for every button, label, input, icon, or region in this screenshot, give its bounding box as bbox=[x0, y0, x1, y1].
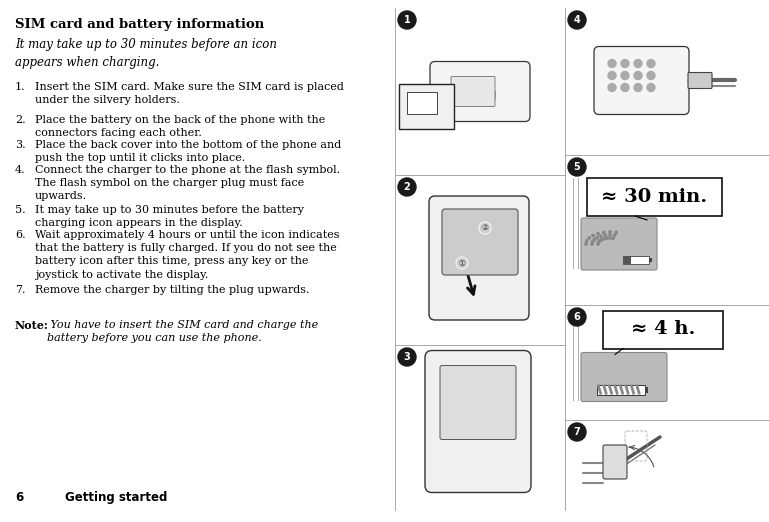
Circle shape bbox=[586, 240, 588, 242]
Text: SonyEricsson: SonyEricsson bbox=[459, 400, 491, 405]
Text: 2.: 2. bbox=[15, 115, 25, 125]
Circle shape bbox=[568, 308, 586, 326]
Circle shape bbox=[398, 11, 416, 29]
Text: Note:: Note: bbox=[15, 320, 49, 331]
Circle shape bbox=[647, 72, 655, 79]
Circle shape bbox=[600, 235, 602, 238]
Text: 2: 2 bbox=[404, 182, 411, 192]
FancyBboxPatch shape bbox=[688, 73, 712, 89]
FancyBboxPatch shape bbox=[603, 311, 723, 349]
Text: 1: 1 bbox=[404, 15, 411, 25]
Circle shape bbox=[591, 241, 594, 243]
Circle shape bbox=[621, 84, 629, 91]
Circle shape bbox=[608, 72, 616, 79]
FancyBboxPatch shape bbox=[594, 46, 689, 114]
Circle shape bbox=[591, 243, 593, 245]
Circle shape bbox=[603, 238, 605, 240]
Circle shape bbox=[608, 84, 616, 91]
Circle shape bbox=[598, 241, 600, 244]
Text: 4: 4 bbox=[574, 15, 581, 25]
Text: ①: ① bbox=[458, 258, 465, 267]
Circle shape bbox=[596, 236, 598, 239]
Circle shape bbox=[597, 243, 599, 245]
Circle shape bbox=[604, 234, 607, 236]
Text: Remove the charger by tilting the plug upwards.: Remove the charger by tilting the plug u… bbox=[35, 285, 309, 295]
Circle shape bbox=[597, 232, 599, 235]
FancyBboxPatch shape bbox=[451, 77, 495, 106]
Text: Wait approximately 4 hours or until the icon indicates
that the battery is fully: Wait approximately 4 hours or until the … bbox=[35, 230, 339, 280]
Circle shape bbox=[621, 72, 629, 79]
Text: 7: 7 bbox=[574, 427, 581, 437]
Circle shape bbox=[603, 231, 605, 234]
Text: ②: ② bbox=[445, 373, 451, 378]
FancyBboxPatch shape bbox=[407, 91, 437, 113]
Text: It may take up to 30 minutes before the battery
charging icon appears in the dis: It may take up to 30 minutes before the … bbox=[35, 205, 304, 228]
FancyBboxPatch shape bbox=[399, 84, 454, 128]
FancyBboxPatch shape bbox=[581, 218, 657, 270]
Circle shape bbox=[609, 234, 611, 236]
Text: Place the back cover into the bottom of the phone and
push the top until it clic: Place the back cover into the bottom of … bbox=[35, 140, 341, 163]
FancyBboxPatch shape bbox=[581, 352, 667, 401]
FancyBboxPatch shape bbox=[649, 258, 652, 262]
Circle shape bbox=[568, 158, 586, 176]
Text: Insert the SIM card. Make sure the SIM card is placed
under the silvery holders.: Insert the SIM card. Make sure the SIM c… bbox=[35, 82, 344, 105]
Text: 1.: 1. bbox=[15, 82, 25, 92]
Circle shape bbox=[568, 423, 586, 441]
FancyBboxPatch shape bbox=[442, 209, 518, 275]
Text: SIM: SIM bbox=[414, 96, 430, 109]
Circle shape bbox=[598, 240, 601, 242]
Text: 6.: 6. bbox=[15, 230, 25, 240]
Text: Place the battery on the back of the phone with the
connectors facing each other: Place the battery on the back of the pho… bbox=[35, 115, 325, 138]
Text: Getting started: Getting started bbox=[65, 491, 168, 504]
Circle shape bbox=[609, 231, 611, 233]
FancyBboxPatch shape bbox=[645, 386, 648, 393]
Circle shape bbox=[609, 237, 611, 239]
FancyBboxPatch shape bbox=[623, 256, 631, 264]
Circle shape bbox=[606, 237, 608, 240]
Circle shape bbox=[621, 60, 629, 67]
FancyBboxPatch shape bbox=[429, 196, 529, 320]
Text: SIM card and battery information: SIM card and battery information bbox=[15, 18, 265, 31]
Circle shape bbox=[608, 60, 616, 67]
Circle shape bbox=[634, 84, 642, 91]
Text: Connect the charger to the phone at the flash symbol.
The flash symbol on the ch: Connect the charger to the phone at the … bbox=[35, 165, 340, 201]
Circle shape bbox=[398, 348, 416, 366]
Text: 5: 5 bbox=[574, 162, 581, 172]
Circle shape bbox=[647, 84, 655, 91]
FancyBboxPatch shape bbox=[430, 62, 530, 122]
FancyBboxPatch shape bbox=[440, 365, 516, 440]
FancyBboxPatch shape bbox=[425, 350, 531, 492]
Circle shape bbox=[647, 60, 655, 67]
Circle shape bbox=[398, 178, 416, 196]
Text: ②: ② bbox=[481, 223, 488, 232]
Circle shape bbox=[588, 237, 591, 239]
Circle shape bbox=[614, 234, 616, 236]
FancyBboxPatch shape bbox=[597, 385, 645, 395]
Circle shape bbox=[592, 234, 594, 236]
Circle shape bbox=[612, 237, 614, 240]
Circle shape bbox=[584, 243, 588, 245]
Circle shape bbox=[634, 72, 642, 79]
Text: SIM: SIM bbox=[490, 90, 494, 99]
Circle shape bbox=[593, 239, 596, 241]
Circle shape bbox=[601, 239, 603, 241]
FancyBboxPatch shape bbox=[623, 256, 649, 264]
Text: 3: 3 bbox=[404, 352, 411, 362]
Text: 3.: 3. bbox=[15, 140, 25, 150]
Text: You have to insert the SIM card and charge the
battery before you can use the ph: You have to insert the SIM card and char… bbox=[47, 320, 318, 343]
Text: 6: 6 bbox=[574, 312, 581, 322]
Text: ≈ 30 min.: ≈ 30 min. bbox=[601, 188, 707, 206]
Circle shape bbox=[634, 60, 642, 67]
Text: 6: 6 bbox=[15, 491, 23, 504]
Circle shape bbox=[615, 231, 618, 234]
Text: It may take up to 30 minutes before an icon
appears when charging.: It may take up to 30 minutes before an i… bbox=[15, 38, 277, 69]
Text: 4.: 4. bbox=[15, 165, 25, 175]
FancyBboxPatch shape bbox=[603, 445, 627, 479]
Text: 7.: 7. bbox=[15, 285, 25, 295]
Text: ≈ 4 h.: ≈ 4 h. bbox=[631, 321, 695, 338]
FancyBboxPatch shape bbox=[587, 178, 722, 216]
Text: 5.: 5. bbox=[15, 205, 25, 215]
Circle shape bbox=[568, 11, 586, 29]
